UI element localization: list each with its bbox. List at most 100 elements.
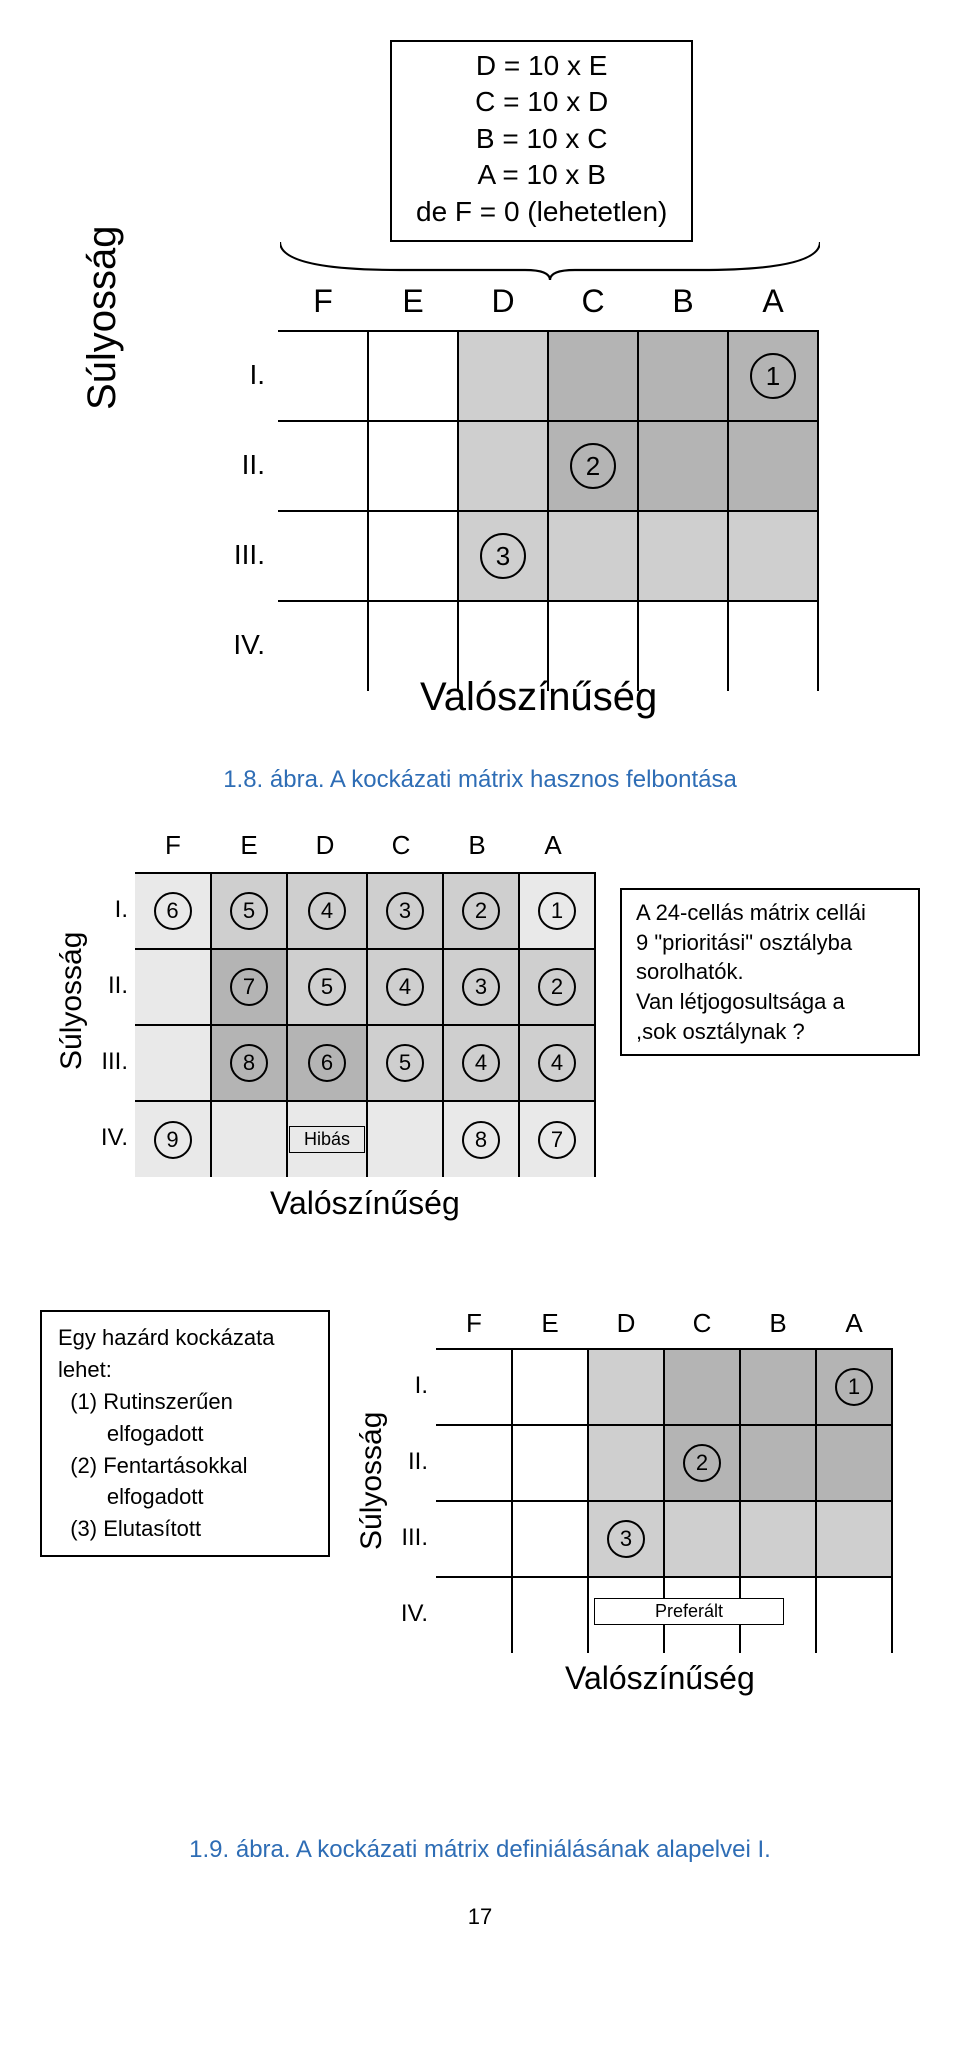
priority-circle: 2 [683,1444,721,1482]
row-header: I. [390,1348,428,1424]
priority-circle: 2 [570,443,616,489]
row-header: IV. [390,1576,428,1652]
row-header: III. [92,1024,128,1100]
matrix-cell: 1 [519,873,595,949]
x-axis-label: Valószínűség [565,1660,755,1697]
matrix-cell [638,331,728,421]
matrix-cell: 3 [458,511,548,601]
column-header: F [278,283,368,320]
column-header: C [548,283,638,320]
legend-box: Egy hazárd kockázatalehet: (1) Rutinszer… [40,1310,330,1557]
matrix-cell [458,331,548,421]
priority-circle: 7 [538,1121,576,1159]
priority-circle: 1 [538,892,576,930]
matrix-cell [728,421,818,511]
priority-circle: 8 [230,1044,268,1082]
priority-circle: 9 [154,1121,192,1159]
matrix-cell: 4 [519,1025,595,1101]
matrix-cell [458,421,548,511]
row-headers: I.II.III.IV. [215,330,265,690]
priority-circle: 4 [462,1044,500,1082]
priority-circle: 6 [308,1044,346,1082]
priority-circle: 2 [538,968,576,1006]
matrix-cell: 3 [443,949,519,1025]
page-number: 17 [40,1904,920,1930]
formula-box: D = 10 x EC = 10 x DB = 10 x CA = 10 x B… [390,40,693,242]
matrix-cell: 2 [548,421,638,511]
matrix-cell [278,331,368,421]
matrix-cell [367,1101,443,1177]
figure-2: Súlyosság FEDCBA I.II.III.IV. 6543217543… [40,820,920,1300]
matrix-cell [436,1425,512,1501]
matrix-cell [816,1425,892,1501]
matrix-cell: 5 [211,873,287,949]
matrix-cell [512,1425,588,1501]
figure-1-caption: 1.8. ábra. A kockázati mátrix hasznos fe… [40,766,920,794]
matrix-cell [368,421,458,511]
matrix-cell: 1 [816,1349,892,1425]
matrix-cell [512,1501,588,1577]
matrix-cell [548,511,638,601]
row-header: II. [92,948,128,1024]
row-headers: I.II.III.IV. [390,1348,428,1652]
matrix-cell [740,1349,816,1425]
matrix-cell: 9 [135,1101,211,1177]
matrix-cell: 8 [443,1101,519,1177]
column-headers: FEDCBA [278,283,818,320]
overlay-label: Preferált [594,1598,784,1625]
matrix-cell [135,1025,211,1101]
matrix-cell: 7 [211,949,287,1025]
figure-1: D = 10 x EC = 10 x DB = 10 x CA = 10 x B… [40,40,920,750]
row-header: III. [390,1500,428,1576]
matrix-cell: Hibás [287,1101,367,1177]
matrix-cell [664,1349,740,1425]
matrix-cell [728,601,818,691]
y-axis-label: Súlyosság [80,225,125,410]
matrix-cell: 4 [443,1025,519,1101]
figure-3: Egy hazárd kockázatalehet: (1) Rutinszer… [40,1300,920,1820]
priority-circle: 3 [607,1520,645,1558]
column-header: E [368,283,458,320]
matrix-cell: 7 [519,1101,595,1177]
matrix-cell [728,511,818,601]
row-header: III. [215,510,265,600]
matrix-cell: 8 [211,1025,287,1101]
priority-circle: 6 [154,892,192,930]
matrix-cell [638,421,728,511]
priority-circle: 1 [750,353,796,399]
matrix-cell [816,1501,892,1577]
matrix-grid: 1 23 [278,330,819,691]
column-headers: FEDCBA [135,830,591,861]
column-header: B [740,1308,816,1339]
column-header: B [638,283,728,320]
matrix-cell [211,1101,287,1177]
matrix-cell [278,511,368,601]
column-header: C [664,1308,740,1339]
priority-circle: 5 [386,1044,424,1082]
matrix-cell: 3 [588,1501,664,1577]
matrix-cell [278,421,368,511]
column-header: A [515,830,591,861]
y-axis-label: Súlyosság [55,932,89,1070]
matrix-cell [278,601,368,691]
column-header: D [588,1308,664,1339]
column-headers: FEDCBA [436,1308,892,1339]
priority-circle: 5 [230,892,268,930]
priority-circle: 3 [386,892,424,930]
matrix-cell: 3 [367,873,443,949]
matrix-cell [638,511,728,601]
column-header: A [728,283,818,320]
matrix-cell [436,1349,512,1425]
row-header: IV. [215,600,265,690]
row-header: IV. [92,1100,128,1176]
column-header: B [439,830,515,861]
matrix-cell [816,1577,892,1653]
matrix-cell: 2 [443,873,519,949]
matrix-cell: 4 [287,873,367,949]
column-header: A [816,1308,892,1339]
priority-circle: 8 [462,1121,500,1159]
matrix-cell [368,331,458,421]
priority-circle: 2 [462,892,500,930]
matrix-grid: 65432175432865449Hibás87 [135,872,596,1177]
priority-circle: 4 [538,1044,576,1082]
